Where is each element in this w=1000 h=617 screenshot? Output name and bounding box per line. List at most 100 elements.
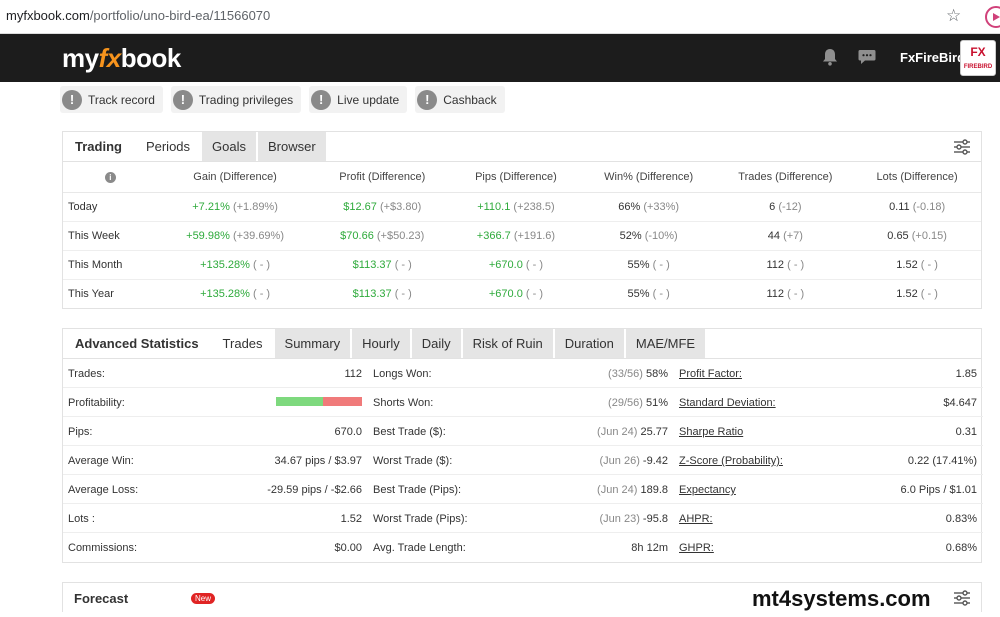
badge-cashback[interactable]: ! Cashback <box>415 86 505 113</box>
username[interactable]: FxFireBird <box>900 50 966 65</box>
stat-detail: (29/56) <box>608 397 643 409</box>
tab-daily[interactable]: Daily <box>409 329 461 358</box>
stat-detail: (33/56) <box>608 368 643 380</box>
gain-value: +135.28% <box>200 287 250 300</box>
stat-value-group: (Jun 23) -95.8 <box>600 513 669 525</box>
settings-sliders-icon[interactable] <box>953 138 971 156</box>
stat-label-link[interactable]: AHPR: <box>679 513 713 525</box>
watermark-text: mt4systems.com <box>752 586 931 611</box>
stat-value: -29.59 pips / -$2.66 <box>267 484 362 496</box>
profitability-loss-segment <box>323 397 362 406</box>
bell-icon[interactable] <box>822 48 838 66</box>
bookmark-star-icon[interactable]: ☆ <box>946 6 962 25</box>
stat-value: 0.68% <box>945 542 977 554</box>
advanced-statistics-title: Advanced Statistics <box>75 336 199 351</box>
win-cell: 52% (-10%) <box>579 221 718 251</box>
trades-diff: (-12) <box>778 200 802 213</box>
stat-row-expectancy: Expectancy 6.0 Pips / $1.01 <box>674 475 983 504</box>
trades-cell: 112 ( - ) <box>717 250 854 280</box>
stat-value-group: (29/56) 51% <box>608 397 668 409</box>
url-field[interactable]: myfxbook.com/portfolio/uno-bird-ea/11566… <box>6 8 270 23</box>
stat-detail: (Jun 24) <box>597 484 638 496</box>
pips-cell: +670.0 ( - ) <box>452 279 580 308</box>
stat-row-average-win: Average Win: 34.67 pips / $3.97 <box>63 446 368 475</box>
stat-label-link[interactable]: Sharpe Ratio <box>679 426 744 438</box>
stat-row-ghpr: GHPR: 0.68% <box>674 533 983 562</box>
tab-risk-of-ruin[interactable]: Risk of Ruin <box>460 329 553 358</box>
stat-label: Commissions: <box>68 542 138 554</box>
stat-label-link[interactable]: Expectancy <box>679 484 736 496</box>
info-icon[interactable]: i <box>104 171 116 183</box>
stat-label-link[interactable]: Z-Score (Probability): <box>679 455 783 467</box>
win-diff: ( - ) <box>652 287 670 300</box>
lots-diff: (+0.15) <box>911 229 947 242</box>
stat-value: 6.0 Pips / $1.01 <box>900 484 977 496</box>
stat-value: 34.67 pips / $3.97 <box>274 455 362 467</box>
stat-row-standard-deviation: Standard Deviation: $4.647 <box>674 388 983 417</box>
stat-value: 0.83% <box>945 513 977 525</box>
lots-value: 0.11 <box>889 200 910 213</box>
stat-value: 0.22 (17.41%) <box>907 455 977 467</box>
win-diff: (+33%) <box>643 200 680 213</box>
badge-trading-privileges[interactable]: ! Trading privileges <box>170 86 302 113</box>
profit-cell: $12.67 (+$3.80) <box>312 192 453 222</box>
stat-value: 58% <box>645 368 668 380</box>
chat-icon[interactable] <box>858 49 876 65</box>
table-row: This Week +59.98% (+39.69%) $70.66 (+$50… <box>63 221 981 251</box>
gain-diff: (+39.69%) <box>232 229 284 242</box>
stat-value: -9.42 <box>642 455 668 467</box>
status-badges: ! Track record ! Trading privileges ! Live … <box>60 86 505 114</box>
tab-periods[interactable]: Periods <box>133 132 201 161</box>
stat-label: Longs Won: <box>373 368 432 380</box>
stat-row-profit-factor: Profit Factor: 1.85 <box>674 359 983 388</box>
table-row: Today +7.21% (+1.89%) $12.67 (+$3.80) +1… <box>63 192 981 222</box>
stat-row-best-trade-pips: Best Trade (Pips): (Jun 24) 189.8 <box>368 475 674 504</box>
profit-diff: ( - ) <box>394 287 412 300</box>
profit-value: $12.67 <box>343 200 377 213</box>
myfxbook-logo[interactable]: myfxbook <box>62 43 181 74</box>
period-label: Today <box>63 192 158 222</box>
stat-value: 1.52 <box>340 513 362 525</box>
stat-label-link[interactable]: GHPR: <box>679 542 714 554</box>
profit-cell: $113.37 ( - ) <box>312 250 453 280</box>
profit-cell: $113.37 ( - ) <box>312 279 452 308</box>
badge-track-record[interactable]: ! Track record <box>60 86 163 113</box>
advanced-stats-grid: Trades: 112 Profitability: Pips: 670.0 Ave… <box>63 359 983 562</box>
tab-browser[interactable]: Browser <box>256 132 326 161</box>
settings-sliders-icon[interactable] <box>953 589 971 607</box>
stat-label: Best Trade (Pips): <box>373 484 462 496</box>
stat-label: Pips: <box>68 426 93 438</box>
extension-icon[interactable] <box>985 6 1000 28</box>
stat-value: 189.8 <box>640 484 668 496</box>
stat-row-worst-trade-dollars: Worst Trade ($): (Jun 26) -9.42 <box>368 446 674 475</box>
pips-diff: ( - ) <box>525 287 543 300</box>
tab-trading[interactable]: Trading <box>75 139 122 154</box>
stat-row-sharpe-ratio: Sharpe Ratio 0.31 <box>674 417 983 446</box>
avatar[interactable]: FX FIREBIRD <box>960 40 996 76</box>
pips-value: +110.1 <box>477 200 511 213</box>
tab-duration[interactable]: Duration <box>552 329 624 358</box>
win-value: 52% <box>619 229 642 242</box>
tab-mae-mfe[interactable]: MAE/MFE <box>623 329 706 358</box>
stat-label-link[interactable]: Profit Factor: <box>679 368 742 380</box>
pips-diff: (+191.6) <box>513 229 556 242</box>
badge-label: Trading privileges <box>198 92 294 107</box>
tab-summary[interactable]: Summary <box>272 329 351 358</box>
gain-cell: +59.98% (+39.69%) <box>157 221 313 251</box>
trades-cell: 6 (-12) <box>717 192 854 222</box>
column-header: Trades (Difference) <box>717 162 854 193</box>
gain-diff: ( - ) <box>252 258 271 271</box>
stat-label-link[interactable]: Standard Deviation: <box>679 397 776 409</box>
trades-diff: ( - ) <box>787 287 805 300</box>
column-header: Lots (Difference) <box>853 162 981 193</box>
tab-hourly[interactable]: Hourly <box>350 329 410 358</box>
tab-trades[interactable]: Trades <box>210 329 273 358</box>
win-diff: (-10%) <box>644 229 678 242</box>
trades-value: 6 <box>769 200 776 213</box>
badge-live-update[interactable]: ! Live update <box>309 86 408 113</box>
stat-row-shorts-won: Shorts Won: (29/56) 51% <box>368 388 674 417</box>
stat-value-group: (Jun 24) 25.77 <box>597 426 668 438</box>
stat-row-average-loss: Average Loss: -29.59 pips / -$2.66 <box>63 475 368 504</box>
tab-goals[interactable]: Goals <box>200 132 256 161</box>
column-header: Pips (Difference) <box>452 162 580 193</box>
